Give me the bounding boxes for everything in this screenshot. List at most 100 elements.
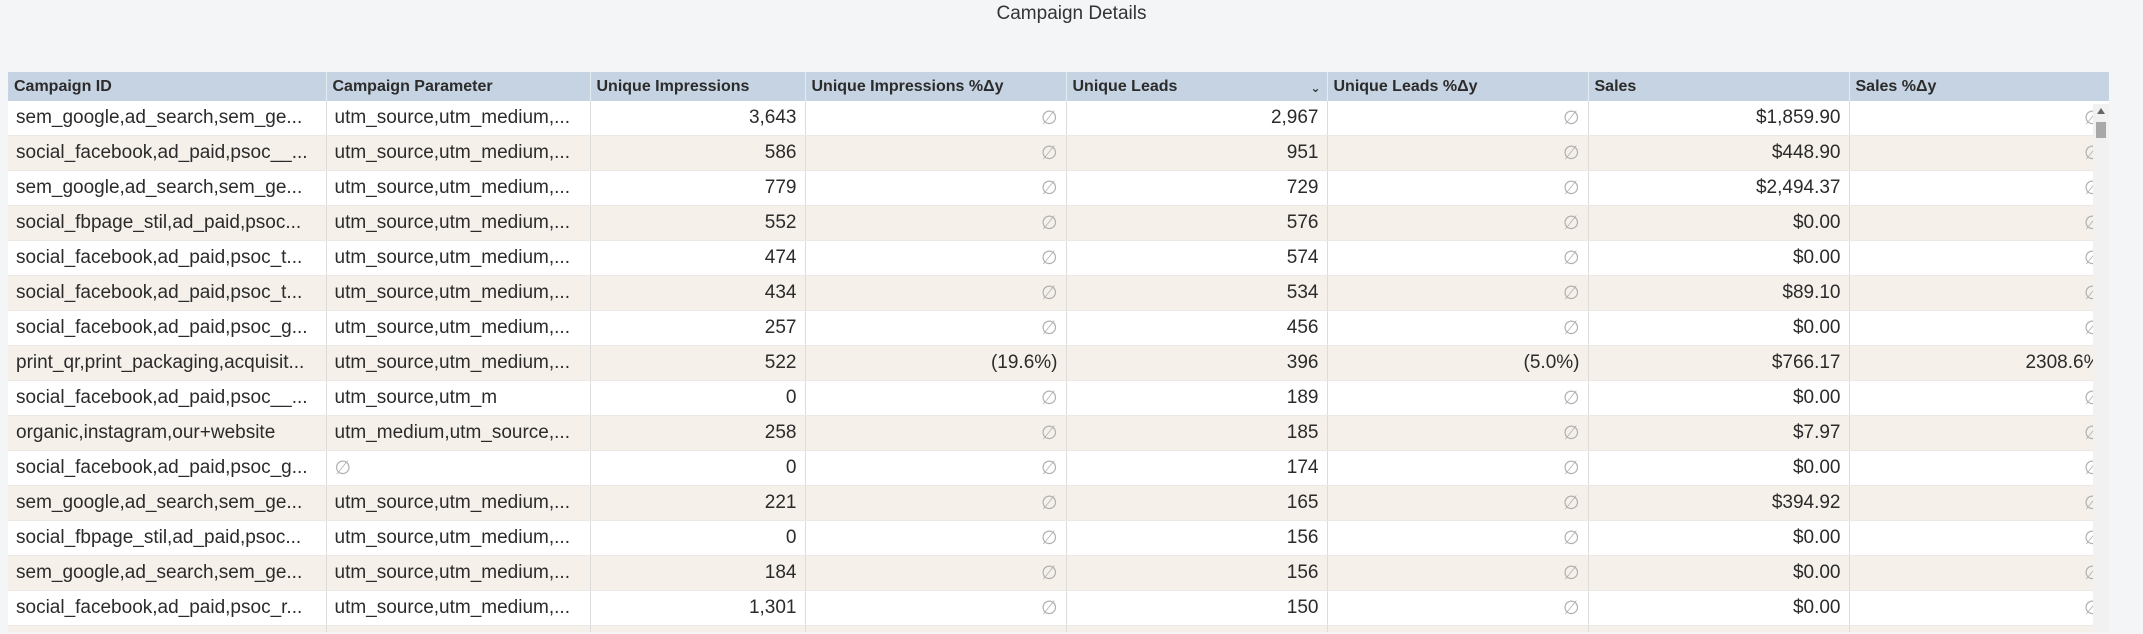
cell-unique-impressions-delta: ∅ — [805, 415, 1067, 451]
cell-campaign-parameter: utm_medium,utm_source,... — [326, 415, 591, 451]
table-row[interactable]: social_facebook,ad_paid,psoc_g... utm_sou… — [8, 310, 2109, 346]
cell-sales-delta: ∅ — [1849, 380, 2109, 416]
cell-unique-leads-delta: ∅ — [1327, 205, 1589, 241]
campaign-table: Campaign ID Campaign Parameter Unique Im… — [8, 72, 2109, 632]
table-row[interactable]: organic,instagram,our+website utm_medium,… — [8, 415, 2109, 451]
cell-sales-delta: ∅ — [1849, 590, 2109, 626]
cell-unique-leads: 574 — [1066, 240, 1328, 276]
cell-unique-impressions-delta: ∅ — [805, 380, 1067, 416]
cell-campaign-parameter — [326, 625, 591, 632]
cell-unique-leads-delta: ∅ — [1327, 101, 1589, 136]
cell-unique-leads: 2,967 — [1066, 101, 1328, 136]
column-header-sales-delta[interactable]: Sales %Δy — [1849, 72, 2109, 101]
cell-campaign-id: sem_google,ad_search,sem_ge... — [8, 485, 327, 521]
cell-unique-leads-delta: ∅ — [1327, 240, 1589, 276]
cell-sales-delta: ∅ — [1849, 310, 2109, 346]
column-header-unique-leads[interactable]: Unique Leads ⌄ — [1066, 72, 1328, 101]
cell-unique-leads-delta: ∅ — [1327, 555, 1589, 591]
cell-unique-impressions-delta: (19.6%) — [805, 345, 1067, 381]
header-row: Campaign ID Campaign Parameter Unique Im… — [8, 72, 2109, 101]
cell-campaign-id: sem_google,ad_search,sem_ge... — [8, 170, 327, 206]
table-row[interactable]: social_facebook,ad_paid,psoc__... utm_sou… — [8, 135, 2109, 171]
cell-campaign-parameter: utm_source,utm_medium,... — [326, 520, 591, 556]
cell-unique-leads: 396 — [1066, 345, 1328, 381]
page-title: Campaign Details — [996, 3, 1147, 24]
cell-unique-impressions: 522 — [590, 345, 806, 381]
table-row[interactable]: social_fbpage_stil,ad_paid,psoc... utm_so… — [8, 205, 2109, 241]
cell-sales: $89.10 — [1588, 275, 1850, 311]
cell-campaign-parameter: utm_source,utm_medium,... — [326, 310, 591, 346]
cell-unique-impressions: 258 — [590, 415, 806, 451]
cell-sales-delta: 2308.6% — [1849, 345, 2109, 381]
cell-sales: $0.00 — [1588, 555, 1850, 591]
cell-unique-impressions-delta: ∅ — [805, 590, 1067, 626]
cell-unique-leads-delta: ∅ — [1327, 485, 1589, 521]
cell-campaign-id: social_facebook,ad_paid,psoc_t... — [8, 275, 327, 311]
cell-sales-delta — [1849, 625, 2109, 632]
cell-sales: $0.00 — [1588, 520, 1850, 556]
cell-campaign-parameter: utm_source,utm_m — [326, 380, 591, 416]
cell-unique-impressions-delta: ∅ — [805, 520, 1067, 556]
table-row[interactable]: social_facebook,ad_paid,psoc_t... utm_sou… — [8, 275, 2109, 311]
table-row[interactable]: sem_google,ad_search,sem_ge... utm_source… — [8, 555, 2109, 591]
table-row[interactable]: social_facebook,ad_paid,psoc__... utm_sou… — [8, 380, 2109, 416]
cell-campaign-parameter: utm_source,utm_medium,... — [326, 101, 591, 136]
cell-unique-impressions-delta: ∅ — [805, 275, 1067, 311]
table-row[interactable]: print_qr,print_packaging,acquisit... utm_… — [8, 345, 2109, 381]
cell-unique-impressions: 552 — [590, 205, 806, 241]
cell-sales: $1,859.90 — [1588, 101, 1850, 136]
table-row[interactable]: sem_google,ad_search,sem_ge... utm_source… — [8, 101, 2109, 136]
table-row[interactable]: sem_google,ad_search,sem_ge... utm_source… — [8, 170, 2109, 206]
cell-unique-leads: 156 — [1066, 520, 1328, 556]
column-header-unique-impressions[interactable]: Unique Impressions — [590, 72, 806, 101]
column-header-campaign-id[interactable]: Campaign ID — [8, 72, 327, 101]
cell-unique-impressions: 434 — [590, 275, 806, 311]
cell-unique-impressions: 184 — [590, 555, 806, 591]
cell-unique-impressions-delta: ∅ — [805, 310, 1067, 346]
cell-campaign-parameter: utm_source,utm_medium,... — [326, 485, 591, 521]
table-row[interactable] — [8, 625, 2109, 632]
cell-sales-delta: ∅ — [1849, 101, 2109, 136]
table-row[interactable]: social_fbpage_stil,ad_paid,psoc... utm_so… — [8, 520, 2109, 556]
cell-unique-leads: 174 — [1066, 450, 1328, 486]
cell-unique-impressions: 586 — [590, 135, 806, 171]
cell-sales: $766.17 — [1588, 345, 1850, 381]
cell-unique-impressions-delta — [805, 625, 1067, 632]
cell-sales-delta: ∅ — [1849, 415, 2109, 451]
cell-campaign-parameter: utm_source,utm_medium,... — [326, 170, 591, 206]
table-row[interactable]: social_facebook,ad_paid,psoc_g... ∅ 0 ∅ 174 ∅… — [8, 450, 2109, 486]
table-row[interactable]: sem_google,ad_search,sem_ge... utm_source… — [8, 485, 2109, 521]
column-header-unique-leads-delta[interactable]: Unique Leads %Δy — [1327, 72, 1589, 101]
scroll-up-arrow-icon[interactable] — [2097, 108, 2105, 114]
cell-unique-impressions: 474 — [590, 240, 806, 276]
cell-campaign-parameter: utm_source,utm_medium,... — [326, 345, 591, 381]
column-header-campaign-parameter[interactable]: Campaign Parameter — [326, 72, 591, 101]
cell-sales-delta: ∅ — [1849, 135, 2109, 171]
cell-unique-impressions: 1,301 — [590, 590, 806, 626]
cell-unique-leads: 456 — [1066, 310, 1328, 346]
scrollbar-thumb[interactable] — [2096, 122, 2106, 138]
cell-sales: $0.00 — [1588, 590, 1850, 626]
cell-campaign-parameter: utm_source,utm_medium,... — [326, 590, 591, 626]
cell-unique-leads: 150 — [1066, 590, 1328, 626]
cell-unique-impressions — [590, 625, 806, 632]
vertical-scrollbar[interactable] — [2093, 104, 2109, 632]
cell-sales-delta: ∅ — [1849, 205, 2109, 241]
cell-sales: $7.97 — [1588, 415, 1850, 451]
column-header-unique-impressions-delta[interactable]: Unique Impressions %Δy — [805, 72, 1067, 101]
cell-unique-leads: 534 — [1066, 275, 1328, 311]
cell-unique-leads: 951 — [1066, 135, 1328, 171]
cell-unique-leads-delta: ∅ — [1327, 520, 1589, 556]
table-row[interactable]: social_facebook,ad_paid,psoc_t... utm_sou… — [8, 240, 2109, 276]
table-row[interactable]: social_facebook,ad_paid,psoc_r... utm_sou… — [8, 590, 2109, 626]
column-header-sales[interactable]: Sales — [1588, 72, 1850, 101]
cell-sales: $2,494.37 — [1588, 170, 1850, 206]
cell-unique-impressions: 0 — [590, 380, 806, 416]
cell-unique-leads-delta: ∅ — [1327, 170, 1589, 206]
cell-unique-impressions-delta: ∅ — [805, 240, 1067, 276]
cell-campaign-id: sem_google,ad_search,sem_ge... — [8, 555, 327, 591]
chevron-down-icon[interactable]: ⌄ — [1310, 80, 1321, 95]
cell-unique-leads-delta: ∅ — [1327, 415, 1589, 451]
cell-unique-impressions-delta: ∅ — [805, 450, 1067, 486]
cell-unique-leads: 165 — [1066, 485, 1328, 521]
